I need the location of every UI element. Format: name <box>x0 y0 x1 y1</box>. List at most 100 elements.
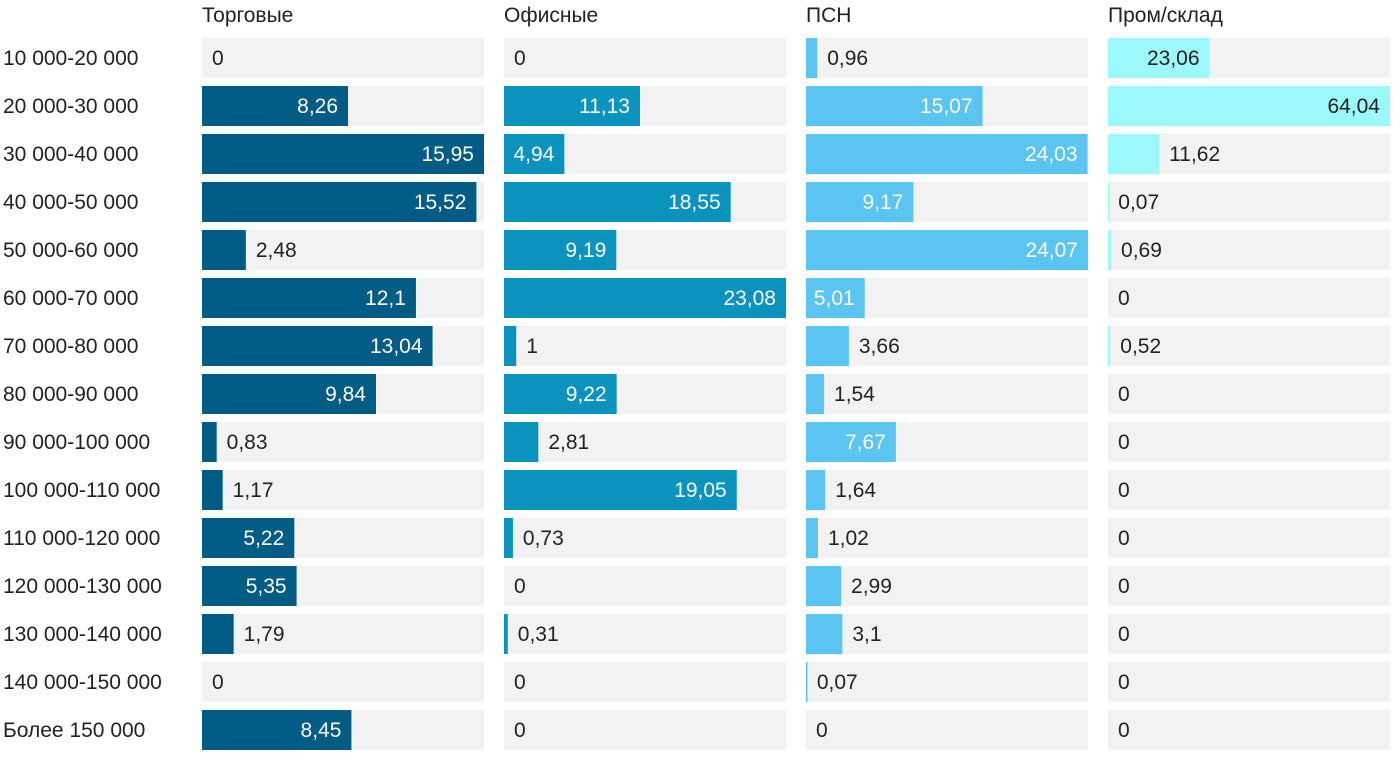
bar <box>806 422 896 462</box>
bar-track <box>806 614 1088 654</box>
bar <box>504 518 513 558</box>
category-label: 120 000-130 000 <box>3 575 162 598</box>
bar <box>1108 38 1210 78</box>
data-label: 8,45 <box>301 719 342 742</box>
data-label: 4,94 <box>513 143 554 166</box>
bar-track <box>1108 662 1390 702</box>
bar-track <box>504 614 786 654</box>
data-label: 5,35 <box>246 575 287 598</box>
data-label: 13,04 <box>370 335 423 358</box>
data-label: 0 <box>1118 575 1130 598</box>
category-label: 50 000-60 000 <box>3 239 138 262</box>
data-label: 0 <box>1118 431 1130 454</box>
bar-track <box>1108 614 1390 654</box>
bar-track <box>1108 278 1390 318</box>
data-label: 0 <box>816 719 828 742</box>
bar <box>202 86 349 126</box>
series-header: ПСН <box>806 4 851 27</box>
bar <box>202 614 234 654</box>
data-label: 24,07 <box>1025 239 1078 262</box>
data-label: 0,96 <box>827 47 868 70</box>
data-label: 0 <box>514 575 526 598</box>
data-label: 0 <box>212 47 224 70</box>
data-label: 0 <box>1118 527 1130 550</box>
bar-track <box>806 566 1088 606</box>
bar <box>806 662 808 702</box>
bar-track <box>806 518 1088 558</box>
bar <box>202 710 352 750</box>
bar-track <box>202 230 484 270</box>
category-label: 80 000-90 000 <box>3 383 138 406</box>
data-label: 1,02 <box>828 527 869 550</box>
bar <box>504 326 517 366</box>
data-label: 0 <box>1118 623 1130 646</box>
data-label: 12,1 <box>365 287 406 310</box>
bar-track <box>806 662 1088 702</box>
bar <box>202 182 477 222</box>
bar-track <box>1108 182 1390 222</box>
series-header: Офисные <box>504 4 598 27</box>
bar <box>202 518 295 558</box>
bar-track <box>504 518 786 558</box>
bar <box>504 470 737 510</box>
data-label: 0 <box>514 671 526 694</box>
bar-track <box>202 470 484 510</box>
bar-track <box>1108 518 1390 558</box>
bar <box>202 470 223 510</box>
data-label: 18,55 <box>668 191 721 214</box>
data-label: 15,95 <box>421 143 474 166</box>
data-label: 3,1 <box>852 623 881 646</box>
data-label: 9,22 <box>566 383 607 406</box>
bar-track <box>504 566 786 606</box>
bar <box>504 230 617 270</box>
bar <box>806 566 842 606</box>
data-label: 64,04 <box>1327 95 1380 118</box>
bar <box>806 182 914 222</box>
data-label: 0,07 <box>1118 191 1159 214</box>
bar <box>504 422 539 462</box>
data-label: 0,52 <box>1120 335 1161 358</box>
bar-track <box>806 710 1088 750</box>
data-label: 5,22 <box>243 527 284 550</box>
bar <box>202 422 217 462</box>
bar <box>202 326 433 366</box>
category-label: 30 000-40 000 <box>3 143 138 166</box>
bar <box>504 134 565 174</box>
bar-track <box>1108 374 1390 414</box>
data-label: 0 <box>514 47 526 70</box>
data-label: 9,17 <box>863 191 904 214</box>
category-label: 10 000-20 000 <box>3 47 138 70</box>
data-label: 0,73 <box>523 527 564 550</box>
bar-track <box>504 326 786 366</box>
data-label: 2,81 <box>548 431 589 454</box>
category-label: 110 000-120 000 <box>3 527 160 550</box>
series-header: Торговые <box>202 4 293 27</box>
category-label: 130 000-140 000 <box>3 623 162 646</box>
bar <box>806 374 825 414</box>
bar-track <box>806 38 1088 78</box>
category-label: 100 000-110 000 <box>3 479 160 502</box>
data-label: 2,99 <box>851 575 892 598</box>
data-label: 1,79 <box>244 623 285 646</box>
category-label: 20 000-30 000 <box>3 95 138 118</box>
data-label: 9,84 <box>325 383 366 406</box>
data-label: 7,67 <box>845 431 886 454</box>
data-label: 23,08 <box>723 287 776 310</box>
bar <box>1108 182 1110 222</box>
bar-track <box>806 470 1088 510</box>
bar-track <box>504 710 786 750</box>
data-label: 3,66 <box>859 335 900 358</box>
data-label: 11,13 <box>579 95 630 118</box>
bar <box>504 374 617 414</box>
bar-track <box>202 614 484 654</box>
bar <box>806 326 849 366</box>
bar <box>1108 86 1390 126</box>
data-label: 0 <box>1118 383 1130 406</box>
data-label: 0 <box>212 671 224 694</box>
data-label: 19,05 <box>674 479 727 502</box>
bar <box>806 278 865 318</box>
bar-track <box>202 38 484 78</box>
category-label: 70 000-80 000 <box>3 335 138 358</box>
data-label: 0 <box>1118 479 1130 502</box>
